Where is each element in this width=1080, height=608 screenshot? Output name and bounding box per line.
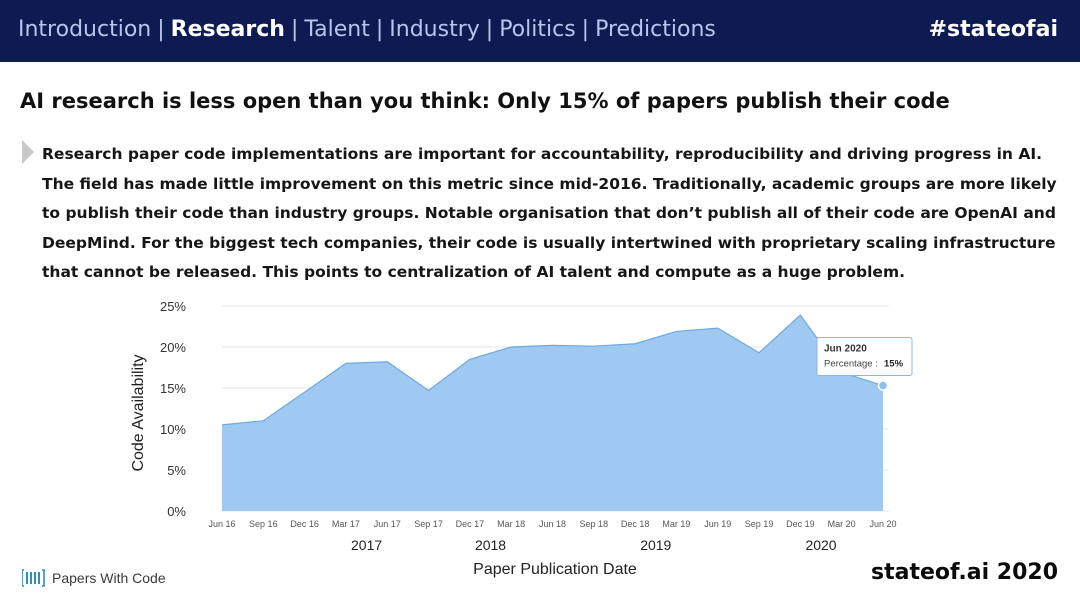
y-tick-label: 5%	[167, 463, 186, 478]
x-tick-label: Sep 17	[414, 519, 443, 529]
y-axis-title: Code Availability	[130, 354, 147, 471]
x-tick-label: Jun 18	[539, 519, 566, 529]
tooltip-value: 15%	[884, 359, 904, 370]
y-tick-label: 10%	[160, 422, 186, 437]
x-tick-label: Jun 20	[869, 519, 896, 529]
x-tick-label: Jun 19	[704, 519, 731, 529]
nav-item-predictions[interactable]: Predictions	[595, 17, 716, 42]
nav-separator: |	[375, 17, 384, 42]
tooltip-box	[816, 337, 913, 377]
x-tick-label: Jun 16	[208, 519, 235, 529]
nav-item-industry[interactable]: Industry	[389, 17, 480, 42]
x-axis-year-labels: 2017 2018 2019 2020	[351, 537, 837, 553]
year-label: 2019	[640, 537, 671, 553]
x-tick-label: Mar 17	[332, 519, 360, 529]
area-series	[222, 315, 883, 511]
y-axis-ticks: 0% 5% 10% 15% 20% 25%	[160, 299, 186, 519]
x-tick-label: Mar 19	[662, 519, 690, 529]
x-tick-label: Jun 17	[374, 519, 401, 529]
footer-brand: stateof.ai 2020	[870, 560, 1058, 585]
x-tick-label: Dec 19	[786, 519, 815, 529]
nav-item-politics[interactable]: Politics	[499, 17, 576, 42]
x-tick-label: Dec 17	[456, 519, 485, 529]
x-tick-label: Sep 19	[745, 519, 774, 529]
year-label: 2020	[805, 537, 836, 553]
x-tick-label: Sep 18	[580, 519, 609, 529]
y-tick-label: 25%	[160, 299, 186, 314]
x-tick-label: Mar 20	[828, 519, 856, 529]
nav-item-talent[interactable]: Talent	[304, 17, 370, 42]
y-tick-label: 20%	[160, 340, 186, 355]
nav-item-research[interactable]: Research	[170, 17, 285, 42]
x-tick-label: Mar 18	[497, 519, 525, 529]
nav-separator: |	[485, 17, 494, 42]
nav-item-introduction[interactable]: Introduction	[18, 17, 152, 42]
y-tick-label: 0%	[167, 504, 186, 519]
tooltip-title: Jun 2020	[824, 344, 867, 355]
nav-separator: |	[157, 17, 165, 42]
area-series-line	[221, 314, 884, 426]
chart-tooltip: Jun 2020 Percentage : 15%	[816, 337, 913, 391]
code-availability-chart: 0% 5% 10% 15% 20% 25% Jun 16 Sep 16 Dec 16 Mar 1…	[130, 299, 913, 578]
bullet-arrow-icon	[22, 140, 34, 164]
year-label: 2017	[351, 537, 382, 553]
x-tick-label: Dec 16	[290, 519, 319, 529]
nav-separator: |	[581, 17, 590, 42]
slide-headline: AI research is less open than you think:…	[20, 89, 950, 113]
x-tick-label: Dec 18	[621, 519, 650, 529]
source-label: Papers With Code	[52, 570, 166, 586]
highlight-point	[877, 380, 889, 391]
year-label: 2018	[475, 537, 506, 553]
y-tick-label: 15%	[160, 381, 186, 396]
section-nav: Introduction | Research | Talent | Industry | Po…	[18, 17, 716, 42]
tooltip-label: Percentage :	[824, 359, 878, 370]
papers-with-code-logo-icon	[22, 569, 45, 587]
top-navigation-bar: Introduction | Research | Talent | Industry | Po…	[0, 0, 1080, 62]
x-tick-label: Sep 16	[249, 519, 278, 529]
nav-separator: |	[290, 17, 299, 42]
body-paragraph: Research paper code implementations are …	[42, 145, 1057, 281]
hashtag-label: #stateofai	[928, 17, 1058, 42]
x-axis-title: Paper Publication Date	[473, 561, 637, 578]
x-axis-ticks: Jun 16 Sep 16 Dec 16 Mar 17 Jun 17 Sep 17 Dec …	[208, 519, 896, 529]
